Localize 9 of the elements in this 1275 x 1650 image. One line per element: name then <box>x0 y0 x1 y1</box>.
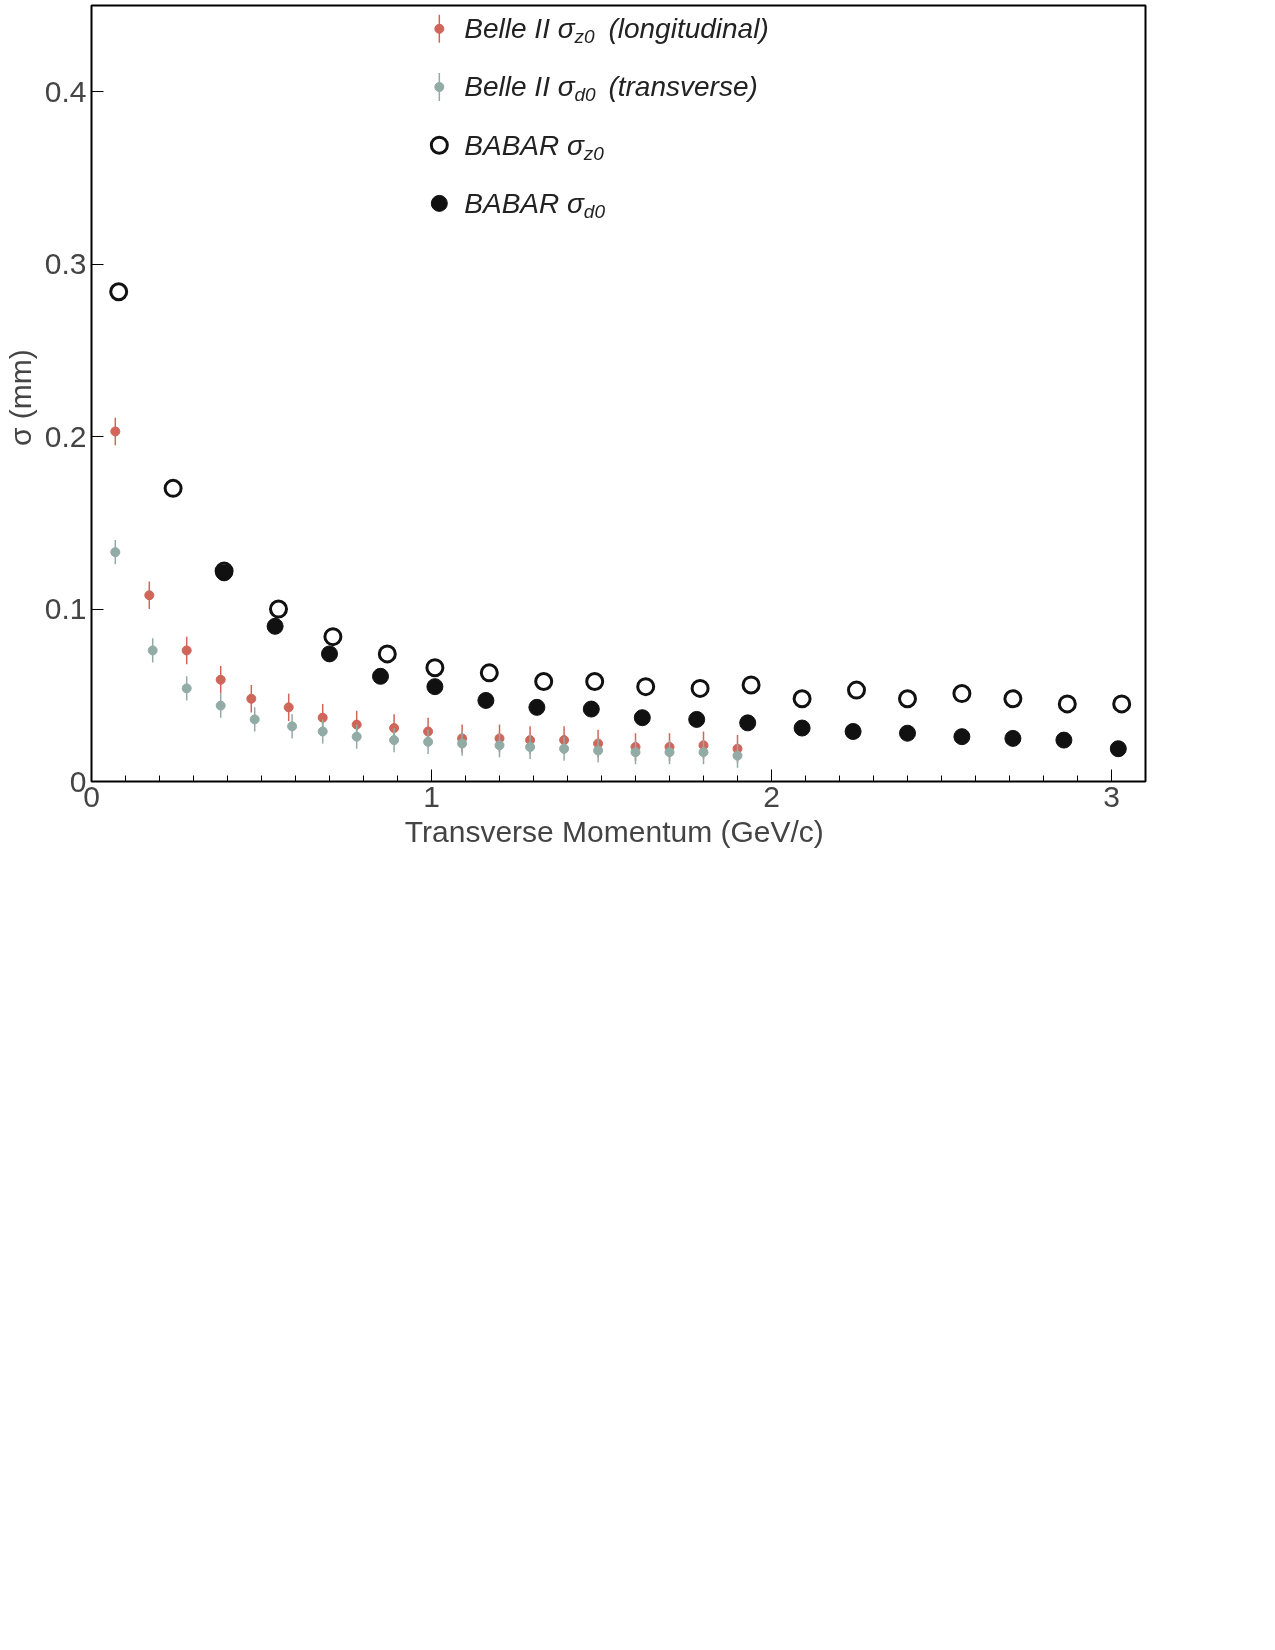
y-axis-title: σ (mm) <box>3 349 37 447</box>
x-tick-label: 3 <box>1103 779 1120 813</box>
x-axis-title: Transverse Momentum (GeV/c) <box>404 814 824 848</box>
y-tick-label: 0.3 <box>44 247 87 281</box>
y-tick-label: 0.2 <box>44 419 87 453</box>
x-tick-label: 1 <box>423 779 440 813</box>
y-tick-label: 0.1 <box>44 592 87 626</box>
y-tick-label: 0.4 <box>44 74 87 108</box>
x-tick-label: 2 <box>763 779 780 813</box>
